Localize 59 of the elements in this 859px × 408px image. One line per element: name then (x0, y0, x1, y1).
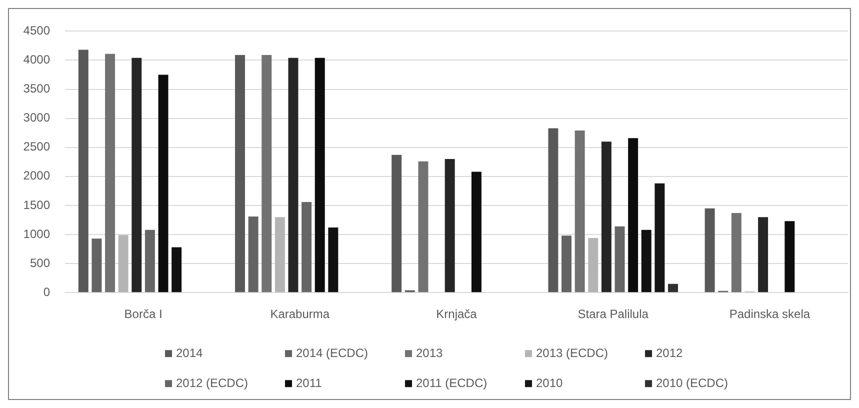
legend-label: 2010 (ECDC) (656, 376, 728, 390)
bar (144, 230, 155, 292)
bar (704, 208, 715, 292)
bar (274, 217, 285, 292)
legend-label: 2010 (536, 376, 564, 390)
legend-label: 2012 (ECDC) (176, 376, 248, 390)
bar (731, 213, 742, 292)
bar (654, 183, 665, 292)
bar (784, 221, 795, 292)
bar (392, 154, 402, 292)
y-tick-label: 3000 (23, 110, 50, 125)
bar (668, 284, 678, 292)
bar (628, 138, 638, 292)
bar (548, 128, 558, 292)
bar (601, 142, 612, 292)
bar (235, 55, 245, 292)
bar (158, 74, 168, 292)
bar (641, 230, 652, 292)
bar (471, 172, 482, 292)
y-tick-label: 1500 (23, 198, 50, 212)
legend-label: 2011 (ECDC) (416, 376, 488, 390)
y-tick-label: 500 (30, 256, 50, 270)
bar (288, 58, 298, 292)
bar (574, 130, 585, 292)
bar (172, 247, 182, 292)
y-tick-label: 0 (43, 284, 50, 299)
x-tick-label: Padinska skela (729, 307, 810, 322)
bar (588, 238, 598, 292)
bar (118, 235, 128, 292)
bar (132, 58, 142, 292)
bar (444, 158, 455, 292)
y-tick-label: 2500 (23, 140, 50, 154)
legend-label: 2013 (ECDC) (536, 346, 608, 360)
legend-label: 2013 (416, 346, 444, 360)
x-tick-label: Krnjača (436, 307, 478, 322)
y-tick-label: 4500 (23, 24, 50, 38)
bar (614, 226, 625, 292)
bar (328, 228, 338, 292)
x-tick-label: Karaburma (270, 307, 330, 322)
legend-label: 2012 (656, 346, 684, 360)
bar (248, 216, 258, 292)
bar (78, 50, 88, 292)
bar (418, 161, 428, 292)
bar (92, 238, 102, 292)
bar (262, 55, 272, 292)
legend-label: 2011 (296, 376, 322, 390)
bar (562, 236, 572, 292)
y-tick-label: 4000 (23, 52, 50, 67)
y-tick-label: 3500 (23, 82, 50, 96)
legend-label: 2014 (ECDC) (296, 346, 368, 360)
y-tick-label: 1000 (23, 226, 50, 241)
legend-label: 2014 (176, 346, 204, 360)
y-tick-label: 2000 (23, 168, 50, 183)
bar (105, 54, 116, 292)
bar (758, 217, 768, 292)
x-tick-label: Borča I (124, 307, 162, 322)
bar (314, 58, 325, 292)
bar (302, 202, 312, 292)
x-tick-label: Stara Palilula (578, 307, 649, 322)
